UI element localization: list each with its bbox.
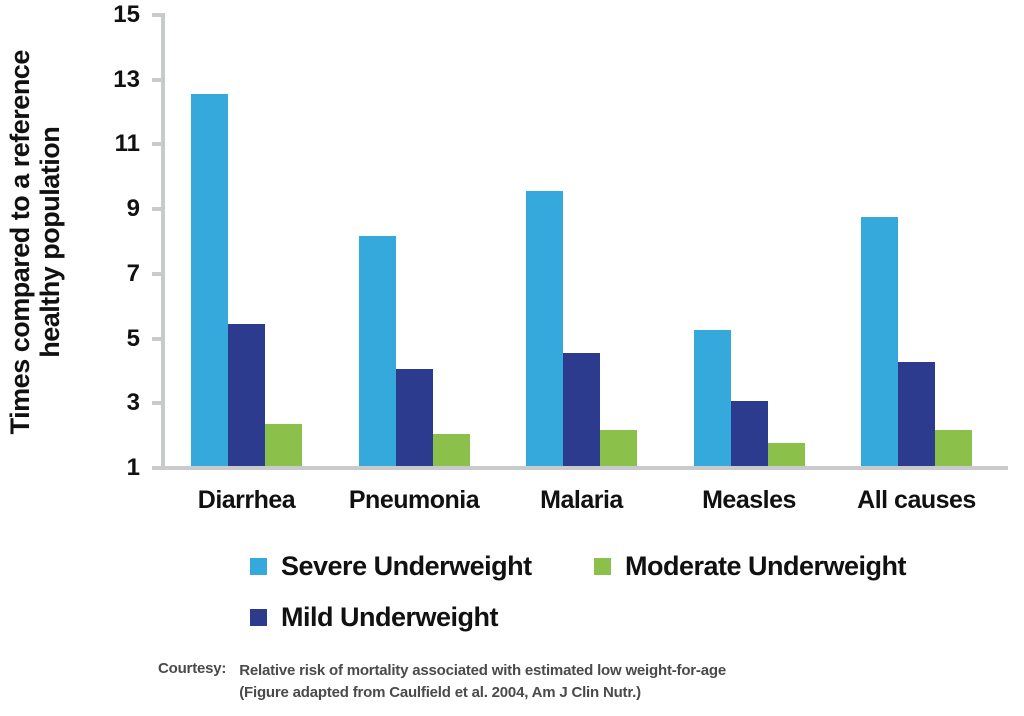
bar-severe-underweight-all-causes: [861, 216, 898, 466]
legend-item-moderate-underweight: Moderate Underweight: [594, 550, 907, 581]
courtesy-line-1: Relative risk of mortality associated wi…: [239, 662, 726, 679]
y-axis-title: Times compared to a reference healthy po…: [4, 50, 65, 435]
bar-severe-underweight-malaria: [526, 190, 563, 466]
bar-mild-underweight-all-causes: [898, 362, 935, 466]
x-axis-label-pneumonia: Pneumonia: [348, 486, 480, 514]
x-axis-label-measles: Measles: [702, 486, 796, 514]
bar-moderate-underweight-measles: [767, 443, 805, 466]
y-tick-label-11: 11: [114, 130, 140, 158]
bar-moderate-underweight-malaria: [600, 430, 637, 466]
legend-swatch-mild-underweight: [250, 608, 267, 626]
y-tick-mark-15: [152, 12, 161, 17]
courtesy-label: Courtesy:: [158, 660, 227, 677]
courtesy-note: Courtesy: Relative risk of mortality ass…: [158, 660, 726, 704]
bar-moderate-underweight-all-causes: [935, 430, 972, 466]
y-tick-label-1: 1: [126, 454, 140, 481]
y-tick-label-13: 13: [113, 65, 140, 93]
legend-item-severe-underweight: Severe Underweight: [250, 551, 532, 581]
y-tick-label-9: 9: [126, 195, 140, 223]
legend-swatch-moderate-underweight: [594, 557, 611, 575]
legend-item-mild-underweight: Mild Underweight: [250, 601, 499, 632]
legend-swatch-severe-underweight: [250, 557, 267, 575]
x-axis-line: [157, 466, 1008, 470]
bar-mild-underweight-malaria: [563, 352, 600, 466]
y-tick-mark-1: [152, 466, 161, 470]
legend-label-severe-underweight: Severe Underweight: [281, 550, 532, 581]
y-tick-mark-7: [152, 271, 161, 276]
bar-severe-underweight-measles: [693, 330, 731, 466]
y-tick-label-15: 15: [113, 0, 140, 28]
x-axis-label-all-causes: All causes: [857, 486, 976, 514]
legend-label-mild-underweight: Mild Underweight: [281, 601, 499, 632]
x-axis-label-malaria: Malaria: [540, 486, 623, 514]
y-axis-line: [161, 13, 165, 470]
y-tick-label-7: 7: [126, 259, 140, 287]
bar-mild-underweight-pneumonia: [395, 368, 433, 466]
bar-moderate-underweight-diarrhea: [265, 423, 302, 466]
legend-label-moderate-underweight: Moderate Underweight: [625, 550, 907, 581]
bar-moderate-underweight-pneumonia: [432, 433, 470, 466]
bar-mild-underweight-measles: [730, 401, 768, 466]
y-tick-mark-9: [152, 207, 161, 212]
courtesy-lines: Relative risk of mortality associated wi…: [239, 660, 726, 704]
bar-mild-underweight-diarrhea: [228, 323, 265, 466]
bar-severe-underweight-pneumonia: [358, 236, 396, 466]
y-tick-label-5: 5: [126, 324, 140, 352]
bar-severe-underweight-diarrhea: [191, 93, 228, 466]
y-tick-mark-13: [152, 77, 161, 82]
y-tick-label-3: 3: [126, 389, 140, 417]
x-axis-label-diarrhea: Diarrhea: [197, 486, 296, 514]
courtesy-line-2: (Figure adapted from Caulfield et al. 20…: [239, 684, 641, 701]
y-tick-mark-3: [152, 401, 161, 406]
y-tick-mark-5: [152, 336, 161, 341]
y-tick-mark-11: [152, 142, 161, 147]
